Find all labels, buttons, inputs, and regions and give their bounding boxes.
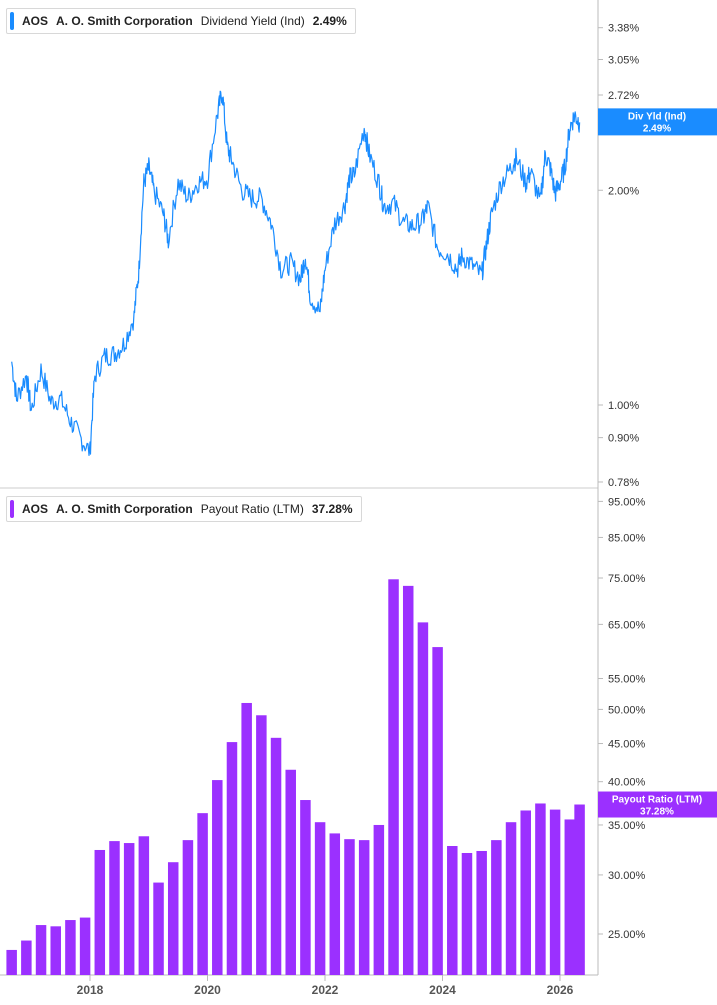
payout-tick-label: 55.00% xyxy=(608,674,646,686)
payout-bar xyxy=(167,862,179,975)
payout-bar xyxy=(344,839,355,975)
yield-end-tag-label: Div Yld (Ind) xyxy=(628,111,686,122)
payout-bar xyxy=(65,920,76,975)
payout-bar xyxy=(373,824,385,975)
yield-legend: AOS A. O. Smith Corporation Dividend Yie… xyxy=(6,8,356,34)
yield-tick-label: 3.05% xyxy=(608,55,639,67)
payout-bar xyxy=(94,849,106,975)
payout-bar xyxy=(226,742,238,975)
x-tick-label: 2026 xyxy=(547,983,574,997)
payout-bar xyxy=(50,926,61,975)
yield-tick-label: 1.00% xyxy=(608,400,639,412)
payout-bar xyxy=(505,822,517,975)
x-tick-label: 2020 xyxy=(194,983,221,997)
payout-legend-metric: Payout Ratio (LTM) xyxy=(200,502,304,516)
yield-tick-label: 0.78% xyxy=(608,477,639,489)
payout-bar xyxy=(153,882,164,975)
payout-end-tag xyxy=(598,791,717,818)
payout-bar xyxy=(491,840,502,975)
payout-ratio-panel: 95.00% 85.00% 75.00% 65.00% 55.00% 50.00% 45.0… xyxy=(6,496,717,975)
payout-legend-swatch xyxy=(10,500,14,518)
yield-legend-ticker: AOS xyxy=(22,14,49,28)
payout-tick-label: 65.00% xyxy=(608,619,646,631)
payout-tick-label: 40.00% xyxy=(608,777,646,789)
payout-bar xyxy=(6,949,17,975)
payout-legend-ticker: AOS xyxy=(22,502,49,516)
payout-legend-value: 37.28% xyxy=(311,502,353,516)
payout-bar xyxy=(329,833,341,975)
payout-bar xyxy=(182,840,194,975)
x-tick-label: 2024 xyxy=(429,983,456,997)
payout-bar xyxy=(79,917,91,975)
payout-end-tag-value: 37.28% xyxy=(640,807,674,818)
x-tick-label: 2022 xyxy=(312,983,339,997)
payout-bar xyxy=(564,819,576,975)
payout-bar xyxy=(300,800,311,975)
x-tick-label: 2018 xyxy=(77,983,104,997)
payout-bar xyxy=(388,579,399,975)
payout-tick-label: 50.00% xyxy=(608,704,646,716)
payout-bar xyxy=(35,925,47,975)
payout-bar xyxy=(549,809,561,975)
yield-end-tag xyxy=(598,108,717,136)
payout-bar xyxy=(520,810,531,975)
yield-legend-metric: Dividend Yield (Ind) xyxy=(200,14,305,28)
payout-bar xyxy=(314,822,326,975)
yield-legend-value: 2.49% xyxy=(312,14,347,28)
payout-tick-label: 95.00% xyxy=(608,496,646,508)
yield-end-tag-value: 2.49% xyxy=(643,123,671,134)
yield-legend-company: A. O. Smith Corporation xyxy=(56,14,193,28)
dividend-yield-line xyxy=(11,90,581,456)
payout-bar xyxy=(285,769,296,975)
payout-bar xyxy=(461,852,473,975)
payout-bar xyxy=(21,940,32,975)
payout-bar xyxy=(574,804,585,975)
payout-bar xyxy=(241,702,252,975)
payout-bar xyxy=(432,647,443,975)
payout-legend: AOS A. O. Smith Corporation Payout Ratio… xyxy=(6,496,362,522)
payout-bar xyxy=(535,803,546,975)
payout-bar xyxy=(212,780,223,975)
payout-tick-label: 85.00% xyxy=(608,532,646,544)
yield-legend-swatch xyxy=(10,12,14,30)
payout-tick-label: 75.00% xyxy=(608,573,646,585)
payout-bar xyxy=(256,715,267,975)
x-axis: 2018 2020 2022 2024 2026 xyxy=(77,975,574,997)
yield-tick-label: 2.72% xyxy=(608,90,639,102)
yield-tick-label: 0.90% xyxy=(608,433,639,445)
payout-bar xyxy=(358,840,370,975)
yield-tick-label: 3.38% xyxy=(608,23,639,35)
payout-end-tag-label: Payout Ratio (LTM) xyxy=(612,795,702,806)
payout-bar xyxy=(123,843,135,975)
payout-bar xyxy=(138,836,150,975)
yield-tick-label: 2.00% xyxy=(608,185,639,197)
payout-bar xyxy=(447,846,458,975)
payout-bar xyxy=(270,737,282,975)
payout-bar xyxy=(197,813,208,975)
dividend-yield-panel: 3.38% 3.05% 2.72% 2.00% 1.00% 0.90% 0.78% Div Y… xyxy=(11,23,717,489)
payout-bar xyxy=(417,622,429,975)
payout-tick-label: 30.00% xyxy=(608,870,646,882)
payout-bar xyxy=(476,850,487,975)
payout-bar xyxy=(109,841,120,975)
payout-legend-company: A. O. Smith Corporation xyxy=(56,502,193,516)
payout-tick-label: 35.00% xyxy=(608,820,646,832)
payout-tick-label: 25.00% xyxy=(608,929,646,941)
payout-bar xyxy=(402,585,414,975)
payout-tick-label: 45.00% xyxy=(608,739,646,751)
